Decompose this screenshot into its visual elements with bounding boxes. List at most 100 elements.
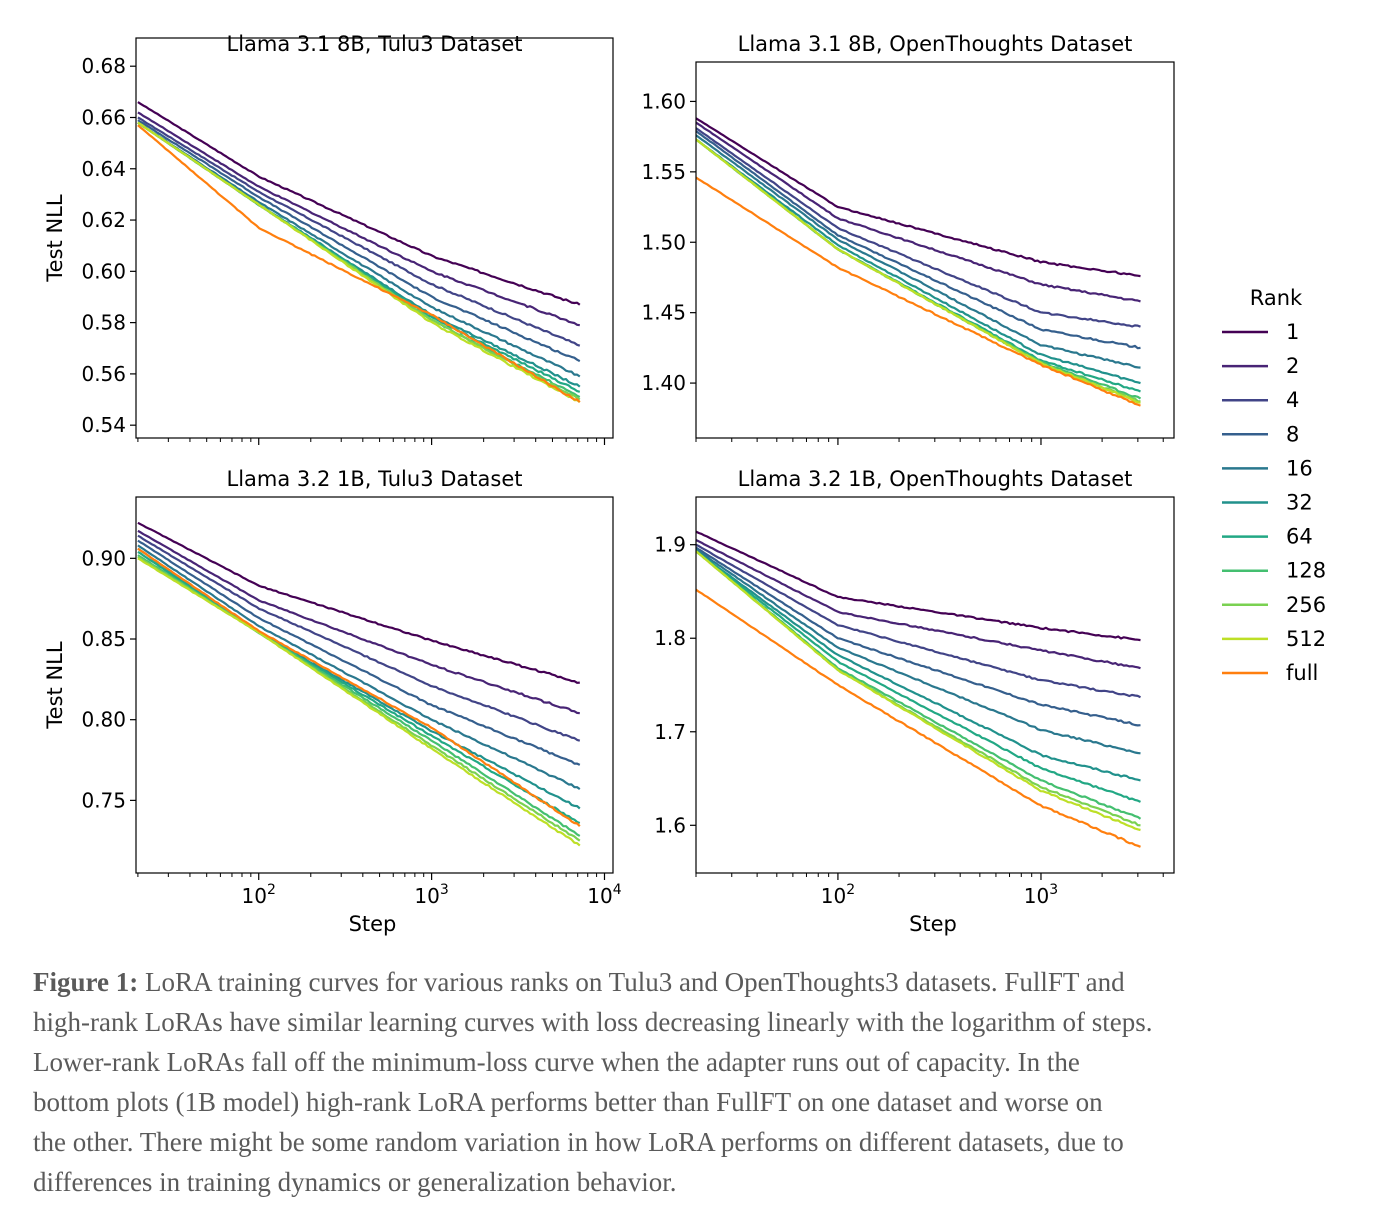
x-tick-label: 102 bbox=[821, 882, 855, 908]
caption-line: differences in training dynamics or gene… bbox=[33, 1167, 677, 1197]
series-line-rank-2 bbox=[696, 539, 1141, 670]
y-axis-label: Test NLL bbox=[43, 194, 67, 282]
series-group bbox=[137, 521, 581, 847]
legend-label: 256 bbox=[1286, 593, 1326, 617]
y-tick-label: 0.68 bbox=[81, 54, 126, 78]
series-line-rank-1 bbox=[696, 530, 1141, 642]
legend-item: 1 bbox=[1222, 320, 1299, 344]
series-line-rank-128 bbox=[696, 138, 1142, 400]
y-axis-label: Test NLL bbox=[43, 641, 67, 729]
series-line-rank-2 bbox=[696, 121, 1141, 303]
x-tick-label-base: 10 bbox=[1024, 884, 1049, 908]
series-line-rank-2 bbox=[137, 111, 580, 327]
series-group bbox=[696, 117, 1142, 407]
y-tick-label: 1.50 bbox=[641, 230, 686, 254]
series-line-rank-full bbox=[137, 124, 581, 403]
y-tick-label: 1.9 bbox=[654, 533, 686, 557]
caption-line: high-rank LoRAs have similar learning cu… bbox=[33, 1007, 1153, 1037]
caption-label: Figure 1: bbox=[33, 967, 139, 997]
series-line-rank-4 bbox=[696, 543, 1141, 699]
caption-line: Figure 1: LoRA training curves for vario… bbox=[33, 962, 1363, 1002]
y-tick-label: 1.7 bbox=[654, 720, 686, 744]
legend-label: 512 bbox=[1286, 627, 1326, 651]
subplot-title: Llama 3.2 1B, Tulu3 Dataset bbox=[227, 467, 523, 491]
legend-item: 32 bbox=[1222, 491, 1313, 515]
legend-item: 64 bbox=[1222, 525, 1313, 549]
series-line-rank-4 bbox=[696, 127, 1141, 328]
series-line-rank-8 bbox=[696, 546, 1141, 727]
x-tick-label-base: 10 bbox=[242, 884, 267, 908]
series-line-rank-16 bbox=[696, 548, 1141, 755]
legend-label: 16 bbox=[1286, 456, 1313, 480]
x-tick-label-exponent: 3 bbox=[440, 882, 449, 898]
series-line-rank-4 bbox=[137, 534, 581, 742]
series-line-rank-full bbox=[696, 588, 1141, 848]
y-tick-label: 0.66 bbox=[81, 105, 126, 129]
series-line-rank-1 bbox=[137, 521, 580, 684]
y-tick-label: 0.56 bbox=[81, 362, 126, 386]
y-tick-label: 0.85 bbox=[81, 627, 126, 651]
series-line-rank-2 bbox=[137, 529, 580, 715]
figure: Llama 3.1 8B, Tulu3 Dataset 0.54 0.56 0.58 0… bbox=[43, 32, 1326, 936]
series-line-rank-16 bbox=[696, 134, 1141, 369]
series-line-rank-8 bbox=[137, 119, 581, 363]
legend-label: 2 bbox=[1286, 354, 1299, 378]
y-tick-label: 1.40 bbox=[641, 371, 686, 395]
legend-item: 8 bbox=[1222, 422, 1299, 446]
y-tick-label: 0.60 bbox=[81, 259, 126, 283]
y-tick-label: 0.54 bbox=[81, 413, 126, 437]
legend-item: 4 bbox=[1222, 388, 1299, 412]
series-line-rank-64 bbox=[696, 550, 1141, 803]
y-tick-label: 1.6 bbox=[654, 813, 686, 837]
series-line-rank-512 bbox=[696, 138, 1141, 404]
axes-frame bbox=[135, 37, 614, 439]
series-group bbox=[696, 530, 1142, 848]
legend-item: 256 bbox=[1222, 593, 1326, 617]
series-group bbox=[137, 101, 581, 403]
x-tick-label: 103 bbox=[414, 882, 448, 908]
y-tick-label: 1.55 bbox=[641, 160, 686, 184]
legend-label: 128 bbox=[1286, 559, 1326, 583]
x-tick-label-base: 10 bbox=[414, 884, 439, 908]
y-tick-label: 0.64 bbox=[81, 157, 126, 181]
subplot-3: Llama 3.2 1B, Tulu3 Dataset 0.75 0.80 0.85 0… bbox=[43, 467, 622, 936]
series-line-rank-full bbox=[696, 176, 1141, 407]
x-axis-label: Step bbox=[349, 912, 397, 936]
x-tick-label: 104 bbox=[587, 882, 621, 908]
subplot-4: Llama 3.2 1B, OpenThoughts Dataset 1.6 1.7… bbox=[654, 467, 1175, 936]
series-line-rank-1 bbox=[696, 117, 1141, 278]
y-tick-label: 0.62 bbox=[81, 208, 126, 232]
y-tick-label: 0.90 bbox=[81, 546, 126, 570]
x-tick-label-base: 10 bbox=[821, 884, 846, 908]
series-line-rank-512 bbox=[696, 550, 1141, 832]
x-tick-label-base: 10 bbox=[587, 884, 612, 908]
legend-label: 8 bbox=[1286, 422, 1299, 446]
legend-label: 4 bbox=[1286, 388, 1299, 412]
x-tick-label-exponent: 3 bbox=[1049, 882, 1058, 898]
series-line-rank-8 bbox=[696, 130, 1141, 350]
y-tick-label: 0.58 bbox=[81, 311, 126, 335]
legend-item: 2 bbox=[1222, 354, 1299, 378]
legend: Rank 1 2 4 8 16 32 64 128 256 512 full bbox=[1222, 286, 1326, 685]
y-tick-label: 0.75 bbox=[81, 788, 126, 812]
series-line-rank-4 bbox=[137, 116, 581, 347]
caption-line: Lower-rank LoRAs fall off the minimum-lo… bbox=[33, 1047, 1080, 1077]
legend-label: 64 bbox=[1286, 525, 1313, 549]
legend-item: full bbox=[1222, 661, 1318, 685]
legend-title: Rank bbox=[1250, 286, 1303, 310]
series-line-rank-512 bbox=[137, 121, 581, 403]
series-line-rank-64 bbox=[137, 550, 581, 825]
caption-text: LoRA training curves for various ranks o… bbox=[138, 967, 1125, 997]
legend-label: 1 bbox=[1286, 320, 1299, 344]
x-tick-label-exponent: 2 bbox=[846, 882, 855, 898]
y-tick-label: 1.8 bbox=[654, 626, 686, 650]
y-tick-label: 0.80 bbox=[81, 708, 126, 732]
axes-frame bbox=[695, 496, 1175, 874]
x-tick-label-exponent: 2 bbox=[267, 882, 276, 898]
y-tick-label: 1.60 bbox=[641, 89, 686, 113]
series-line-rank-1 bbox=[137, 101, 581, 306]
figure-caption: Figure 1: LoRA training curves for vario… bbox=[33, 962, 1363, 1202]
x-tick-label: 103 bbox=[1024, 882, 1058, 908]
subplot-title: Llama 3.1 8B, Tulu3 Dataset bbox=[227, 32, 523, 56]
x-tick-label-exponent: 4 bbox=[613, 882, 622, 898]
